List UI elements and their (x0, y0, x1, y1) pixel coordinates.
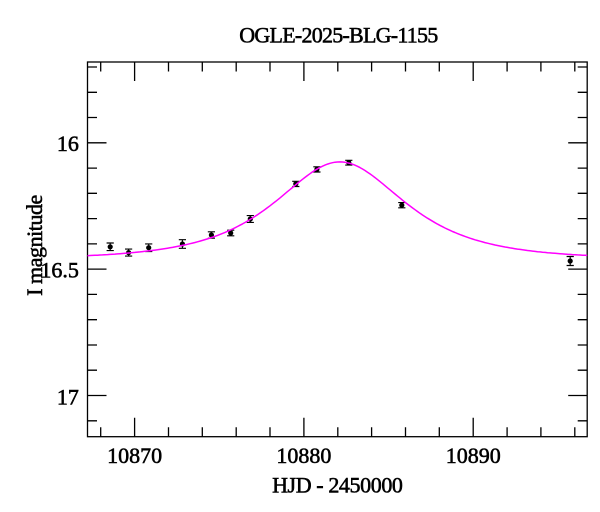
svg-text:16: 16 (57, 131, 79, 156)
svg-text:10880: 10880 (276, 443, 331, 468)
svg-text:HJD - 2450000: HJD - 2450000 (272, 473, 403, 498)
svg-text:10890: 10890 (446, 443, 501, 468)
svg-text:I magnitude: I magnitude (22, 195, 47, 296)
svg-text:16.5: 16.5 (40, 257, 79, 282)
svg-text:OGLE-2025-BLG-1155: OGLE-2025-BLG-1155 (239, 23, 438, 48)
svg-text:17: 17 (57, 384, 79, 409)
svg-text:10870: 10870 (107, 443, 162, 468)
